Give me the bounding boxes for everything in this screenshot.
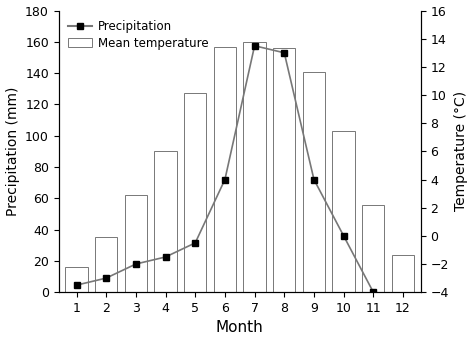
Bar (332, 131, 355, 292)
Y-axis label: Precipitation (mm): Precipitation (mm) (6, 87, 19, 216)
Bar (155, 151, 177, 292)
Legend: Precipitation, Mean temperature: Precipitation, Mean temperature (64, 16, 212, 53)
Bar (95, 237, 118, 292)
Y-axis label: Temperature (°C): Temperature (°C) (455, 91, 468, 211)
Bar (392, 255, 414, 292)
Bar (65, 267, 88, 292)
Bar (244, 42, 266, 292)
Bar (184, 93, 206, 292)
X-axis label: Month: Month (216, 321, 264, 336)
Bar (214, 46, 236, 292)
Bar (303, 72, 325, 292)
Bar (273, 48, 295, 292)
Bar (362, 205, 384, 292)
Bar (125, 195, 147, 292)
